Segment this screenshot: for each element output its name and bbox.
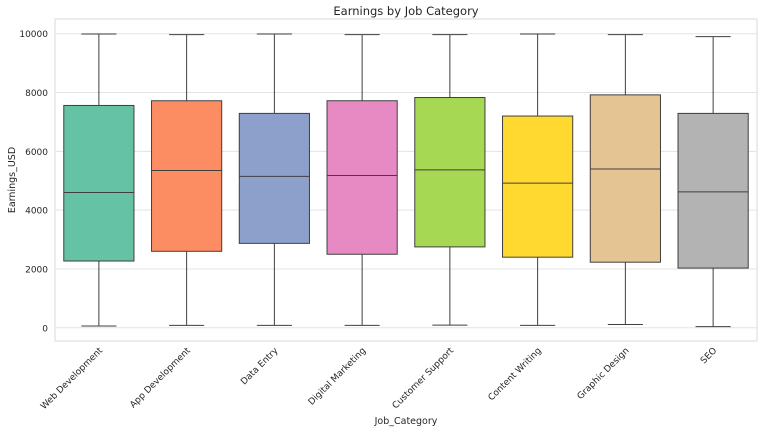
box	[414, 97, 486, 248]
box-group	[63, 33, 135, 327]
box	[326, 100, 398, 255]
box	[677, 112, 749, 269]
box	[238, 112, 310, 244]
y-tick-label: 0	[42, 324, 48, 334]
x-tick-label: Web Development	[39, 346, 105, 412]
chart-title: Earnings by Job Category	[333, 4, 478, 18]
box	[63, 104, 135, 262]
x-tick-label: Customer Support	[391, 346, 456, 411]
x-tick-label: Data Entry	[239, 346, 281, 388]
y-tick-label: 8000	[25, 89, 48, 99]
box	[589, 94, 661, 263]
y-tick-label: 10000	[19, 30, 48, 40]
x-axis-label: Job_Category	[374, 416, 438, 427]
y-tick-label: 4000	[25, 207, 48, 217]
box-group	[151, 34, 223, 326]
box-group	[589, 34, 661, 326]
box-group	[238, 33, 310, 326]
boxes	[63, 33, 749, 328]
box-group	[326, 34, 398, 326]
y-tick-label: 6000	[25, 148, 48, 158]
box-group	[414, 34, 486, 326]
box	[151, 100, 223, 252]
x-tick-label: Digital Marketing	[307, 346, 368, 407]
x-tick-label: Content Writing	[487, 346, 544, 403]
x-tick-label: SEO	[699, 346, 719, 366]
y-tick-label: 2000	[25, 265, 48, 275]
x-tick-label: Graphic Design	[576, 346, 632, 402]
box-group	[677, 36, 749, 328]
box-group	[502, 33, 574, 326]
y-axis-label: Earnings_USD	[7, 147, 18, 213]
box	[502, 115, 574, 258]
x-tick-label: App Development	[128, 346, 193, 411]
